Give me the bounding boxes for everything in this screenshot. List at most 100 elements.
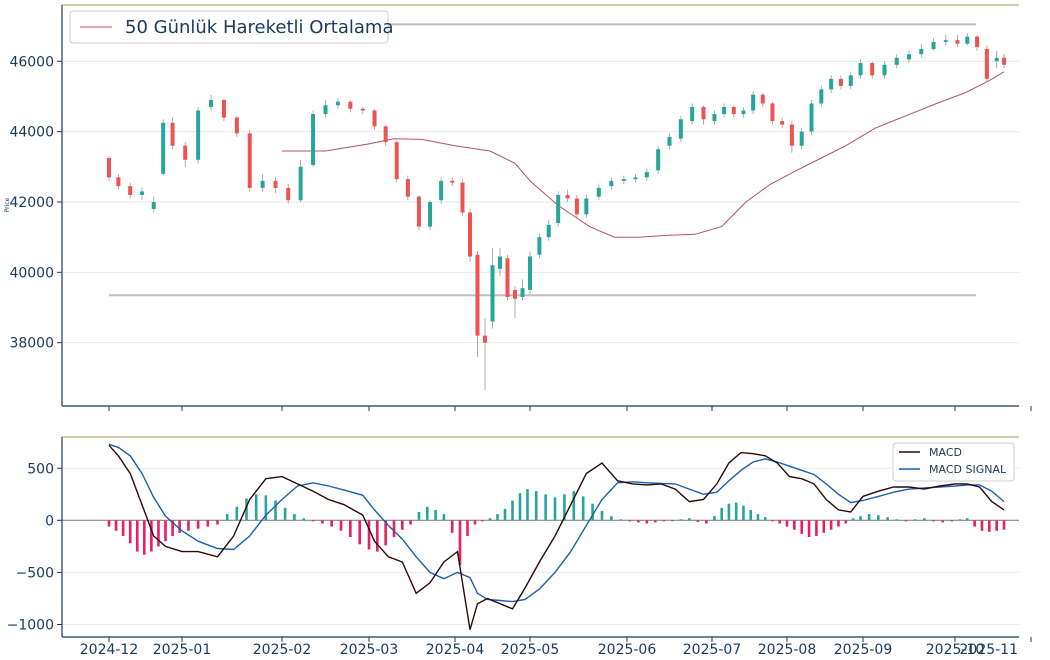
candle xyxy=(780,117,785,129)
histogram-bar xyxy=(488,518,492,521)
candle-body-down xyxy=(183,145,188,160)
date-tick-label: 2025-08 xyxy=(758,642,817,658)
histogram-bar xyxy=(442,514,446,521)
candle-body-up xyxy=(907,54,911,60)
candle xyxy=(556,191,561,227)
date-tick-label: 2025-01 xyxy=(153,642,212,658)
candle-body-up xyxy=(919,48,924,55)
candle xyxy=(260,173,265,192)
histogram-bar xyxy=(591,503,594,521)
histogram-bar xyxy=(980,520,984,531)
candle-body-down xyxy=(1002,57,1007,65)
candle-body-up xyxy=(209,99,214,108)
histogram-bar xyxy=(473,520,477,525)
candle-body-up xyxy=(323,105,328,115)
date-tick-label: 2025-10 xyxy=(926,642,985,658)
histogram-bar xyxy=(886,517,889,521)
candle xyxy=(931,38,936,51)
histogram-bar xyxy=(511,500,514,521)
candle-body-down xyxy=(565,194,570,199)
histogram-bar xyxy=(720,507,723,521)
histogram-bar xyxy=(742,505,745,521)
candle-body-up xyxy=(428,201,433,227)
candle xyxy=(286,184,291,204)
candle-body-up xyxy=(609,180,614,187)
candle xyxy=(416,194,421,231)
candle-body-down xyxy=(838,78,843,86)
candle-body-down xyxy=(107,158,111,178)
histogram-bar xyxy=(941,520,945,523)
price-y-axis-label: Price xyxy=(4,197,11,212)
histogram-bar xyxy=(235,506,239,521)
histogram-bar xyxy=(553,497,557,521)
histogram-bar xyxy=(150,520,153,552)
candle-body-up xyxy=(678,119,683,139)
histogram-bar xyxy=(321,520,324,524)
candle xyxy=(490,247,495,329)
histogram-bar xyxy=(409,520,412,525)
histogram-bar xyxy=(600,510,604,521)
macd-legend-label: MACD xyxy=(929,446,962,459)
histogram-bar xyxy=(581,496,585,521)
candle-body-up xyxy=(596,187,601,197)
candle xyxy=(609,177,614,190)
candle xyxy=(107,156,111,181)
histogram-bar xyxy=(264,495,268,521)
candle-body-down xyxy=(221,99,226,118)
histogram-bar xyxy=(837,520,840,527)
candle xyxy=(247,129,252,192)
histogram-bar xyxy=(187,520,190,531)
histogram-bar xyxy=(654,520,657,523)
candle-body-down xyxy=(789,124,794,146)
candle xyxy=(701,105,706,125)
histogram-bar xyxy=(637,520,640,523)
histogram-bar xyxy=(496,514,499,521)
macd-tick-label: 500 xyxy=(27,461,54,477)
histogram-bar xyxy=(339,520,343,531)
histogram-bar xyxy=(671,520,674,522)
date-tick-label: 2025-06 xyxy=(598,642,657,658)
histogram-bar xyxy=(434,509,437,521)
histogram-bar xyxy=(392,520,396,537)
candle-body-up xyxy=(994,57,999,62)
histogram-bar xyxy=(178,520,181,533)
histogram-bar xyxy=(763,517,767,521)
macd-tick-label: −500 xyxy=(16,565,54,581)
candle xyxy=(751,91,756,115)
histogram-bar xyxy=(283,507,287,521)
candle xyxy=(712,110,717,125)
candle-body-down xyxy=(128,186,133,195)
candle-body-up xyxy=(490,265,495,322)
histogram-bar xyxy=(923,518,926,521)
candle-body-up xyxy=(546,224,551,238)
candle xyxy=(394,140,399,183)
candle xyxy=(151,196,156,213)
candle-body-down xyxy=(513,289,517,299)
histogram-bar xyxy=(518,493,522,521)
candle-body-up xyxy=(528,256,532,290)
candle xyxy=(656,145,661,174)
candle-body-down xyxy=(360,108,365,111)
candle xyxy=(505,254,510,301)
candle xyxy=(741,107,746,118)
candle-body-up xyxy=(298,166,303,201)
date-tick-label: 2025-02 xyxy=(253,642,312,658)
histogram-bar xyxy=(274,500,277,521)
histogram-bar xyxy=(466,520,469,536)
histogram-bar xyxy=(245,498,248,521)
candle xyxy=(770,101,775,125)
histogram-bar xyxy=(800,520,804,534)
histogram-bar xyxy=(619,519,623,521)
histogram-bar xyxy=(950,520,954,522)
candle xyxy=(965,33,970,46)
macd-legend-box xyxy=(892,442,1015,482)
histogram-bar xyxy=(988,520,991,532)
candle xyxy=(546,219,551,241)
moving-average-line xyxy=(282,71,1005,238)
histogram-bar xyxy=(829,520,833,530)
histogram-bar xyxy=(727,503,731,521)
ma-legend-label: 50 Günlük Hareketli Ortalama xyxy=(125,17,393,38)
candle-body-down xyxy=(984,48,989,79)
histogram-bar xyxy=(679,519,683,521)
candle-body-up xyxy=(151,201,156,210)
